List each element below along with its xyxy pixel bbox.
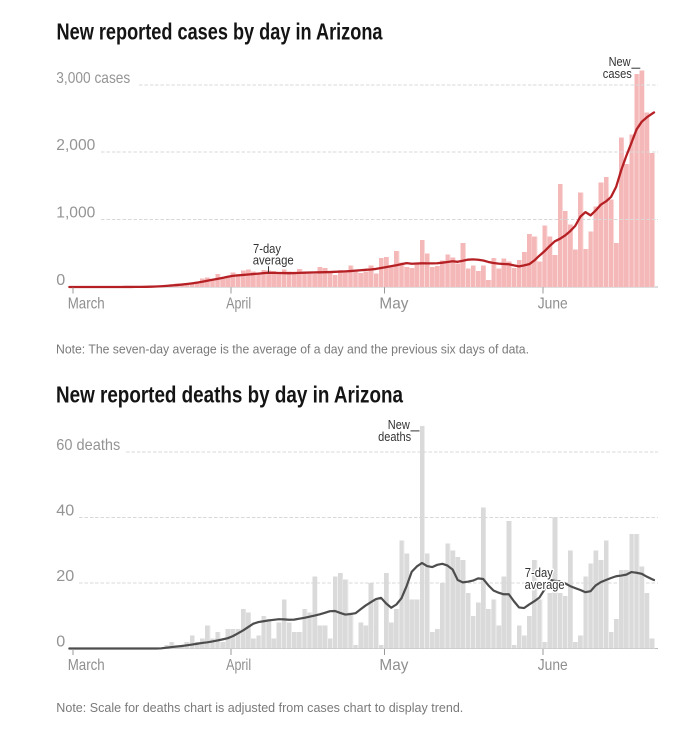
svg-text:3,000 cases: 3,000 cases bbox=[56, 70, 130, 87]
svg-text:7-day: 7-day bbox=[253, 241, 281, 256]
svg-text:deaths: deaths bbox=[378, 429, 411, 444]
svg-text:40: 40 bbox=[56, 503, 74, 520]
svg-text:March: March bbox=[68, 295, 105, 312]
svg-text:1,000: 1,000 bbox=[56, 205, 95, 222]
svg-text:New reported cases by day in A: New reported cases by day in Arizona bbox=[57, 18, 383, 44]
svg-text:New: New bbox=[609, 54, 632, 69]
svg-text:May: May bbox=[379, 295, 408, 312]
svg-text:June: June bbox=[538, 657, 568, 674]
svg-text:average: average bbox=[525, 577, 565, 592]
svg-text:April: April bbox=[226, 295, 251, 312]
svg-text:0: 0 bbox=[56, 634, 65, 651]
svg-text:average: average bbox=[253, 253, 294, 268]
svg-text:May: May bbox=[379, 657, 408, 674]
svg-text:20: 20 bbox=[56, 568, 74, 585]
svg-text:7-day: 7-day bbox=[525, 565, 553, 580]
svg-text:April: April bbox=[226, 657, 251, 674]
svg-text:Note: Scale for deaths chart i: Note: Scale for deaths chart is adjusted… bbox=[56, 700, 463, 715]
svg-text:2,000: 2,000 bbox=[56, 137, 95, 154]
svg-text:New: New bbox=[388, 417, 411, 432]
svg-text:New reported deaths by day in: New reported deaths by day in Arizona bbox=[56, 382, 403, 408]
svg-text:June: June bbox=[538, 295, 568, 312]
svg-text:Note: The seven-day average is: Note: The seven-day average is the avera… bbox=[56, 342, 529, 357]
svg-text:0: 0 bbox=[56, 272, 65, 289]
svg-text:60 deaths: 60 deaths bbox=[56, 437, 120, 454]
svg-text:March: March bbox=[68, 657, 105, 674]
svg-text:cases: cases bbox=[603, 66, 632, 81]
